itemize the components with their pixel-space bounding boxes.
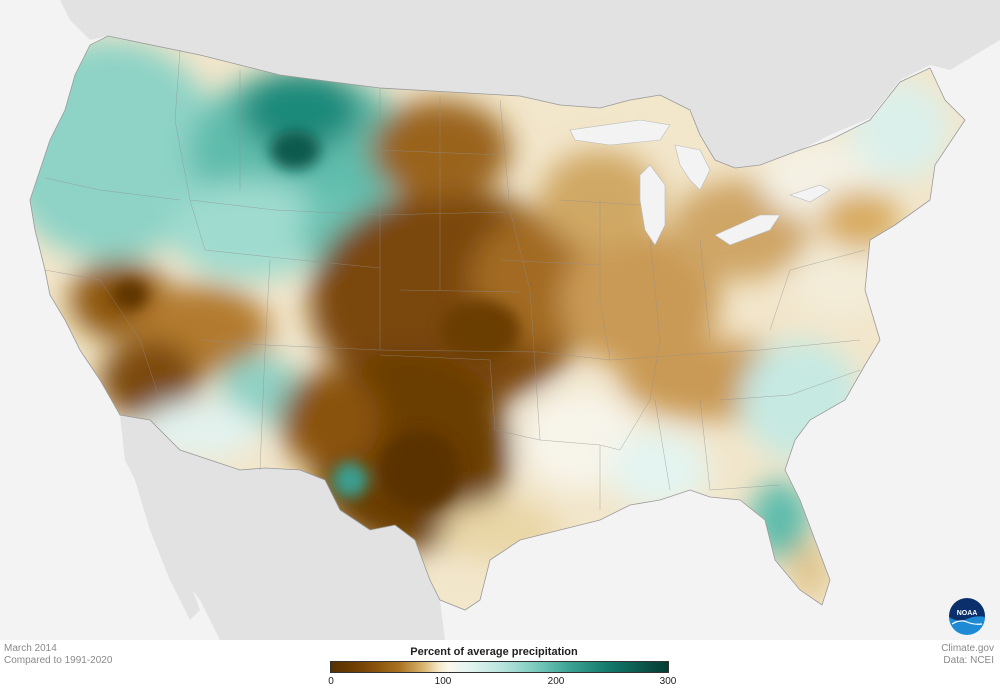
mexico-land xyxy=(120,415,445,640)
baseline-label: Compared to 1991-2020 xyxy=(4,655,113,666)
precipitation-map: NOAA xyxy=(0,0,1000,640)
canada-land xyxy=(60,0,1000,168)
legend-tick-200: 200 xyxy=(547,676,565,687)
map-canvas xyxy=(29,0,1000,640)
legend-tick-100: 100 xyxy=(434,676,452,687)
footer: March 2014 Compared to 1991-2020 Climate… xyxy=(0,640,1000,690)
legend-title: Percent of average precipitation xyxy=(410,646,578,658)
legend-tick-300: 300 xyxy=(659,676,677,687)
state-borders xyxy=(44,49,866,510)
noaa-logo-text: NOAA xyxy=(957,610,978,617)
legend-tick-0: 0 xyxy=(328,676,334,687)
data-credit-label: Data: NCEI xyxy=(943,655,994,666)
source-label: Climate.gov xyxy=(941,643,994,654)
date-label: March 2014 xyxy=(4,643,57,654)
us-outline xyxy=(29,35,966,611)
baja-california xyxy=(130,440,200,620)
legend-color-bar xyxy=(330,661,669,673)
noaa-logo: NOAA xyxy=(949,598,985,635)
great-lakes xyxy=(569,119,831,246)
